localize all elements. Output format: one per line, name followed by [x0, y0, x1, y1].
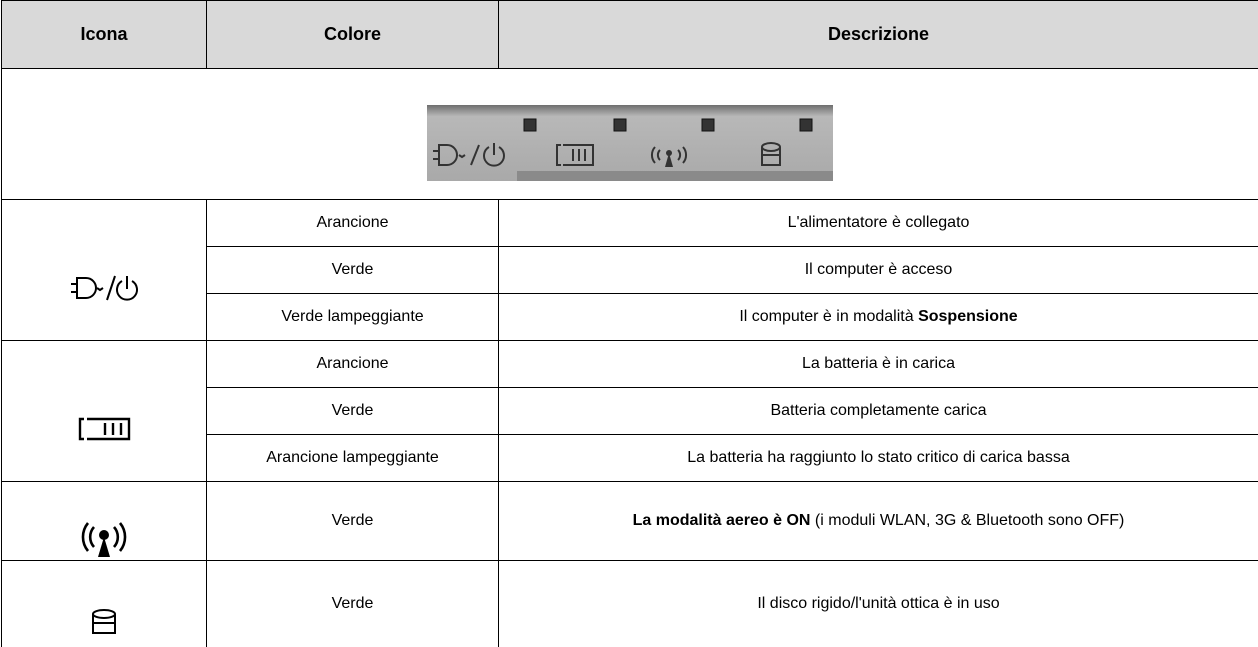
text: Sospensione — [918, 308, 1018, 325]
description-cell: La batteria ha raggiunto lo stato critic… — [499, 435, 1258, 482]
icon-cell — [2, 200, 207, 341]
row: Arancione La batteria è in carica — [2, 341, 1258, 388]
text: (i moduli WLAN, 3G & Bluetooth sono OFF) — [810, 512, 1124, 529]
color-cell: Verde — [207, 561, 499, 647]
color-cell: Verde — [207, 482, 499, 561]
image-row — [2, 69, 1258, 200]
text: Batteria completamente carica — [770, 402, 986, 419]
icon-cell — [2, 482, 207, 561]
description-cell: La batteria è in carica — [499, 341, 1258, 388]
description-cell: La modalità aereo è ON (i moduli WLAN, 3… — [499, 482, 1258, 561]
power-icon — [69, 273, 139, 303]
header-cell: Descrizione — [499, 1, 1258, 69]
row: Arancione L'alimentatore è collegato — [2, 200, 1258, 247]
description-cell: Il computer è acceso — [499, 247, 1258, 294]
description-cell: Batteria completamente carica — [499, 388, 1258, 435]
text: Il computer è acceso — [805, 261, 953, 278]
color-cell: Verde lampeggiante — [207, 294, 499, 341]
header-row: Icona Colore Descrizione — [2, 1, 1258, 69]
description-cell: Il computer è in modalità Sospensione — [499, 294, 1258, 341]
text: Il computer è in modalità — [739, 308, 918, 325]
description-cell: L'alimentatore è collegato — [499, 200, 1258, 247]
row: Verde Il disco rigido/l'unità ottica è i… — [2, 561, 1258, 647]
text: Il disco rigido/l'unità ottica è in uso — [757, 595, 999, 612]
color-cell: Arancione — [207, 341, 499, 388]
color-cell: Arancione lampeggiante — [207, 435, 499, 482]
color-cell: Verde — [207, 388, 499, 435]
header-cell: Colore — [207, 1, 499, 69]
icon-cell — [2, 341, 207, 482]
icon-cell — [2, 561, 207, 647]
header-cell: Icona — [2, 1, 207, 69]
description-cell: Il disco rigido/l'unità ottica è in uso — [499, 561, 1258, 647]
text: L'alimentatore è collegato — [788, 214, 970, 231]
disk-icon — [89, 607, 119, 637]
text: La batteria è in carica — [802, 355, 955, 372]
page: Icona Colore Descrizione Arancione L'ali… — [0, 0, 1258, 625]
color-cell: Verde — [207, 247, 499, 294]
battery-icon — [76, 415, 132, 443]
text: La batteria ha raggiunto lo stato critic… — [687, 449, 1069, 466]
led-panel-photo — [427, 105, 833, 181]
row: Verde La modalità aereo è ON (i moduli W… — [2, 482, 1258, 561]
color-cell: Arancione — [207, 200, 499, 247]
airplane-mode-icon — [79, 519, 129, 559]
text: La modalità aereo è ON — [633, 512, 811, 529]
